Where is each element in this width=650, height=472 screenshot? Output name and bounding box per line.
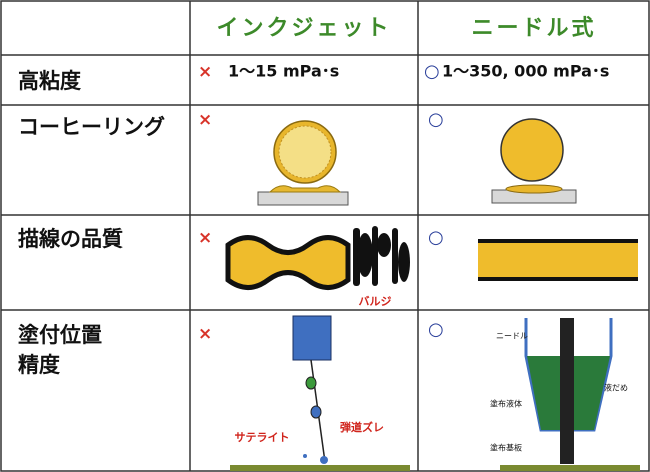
mark: × [198, 62, 212, 82]
mark: ○ [428, 319, 444, 340]
note: 塗布液体 [490, 399, 522, 409]
note: バルジ [359, 295, 392, 308]
mark: ○ [424, 61, 440, 82]
mark: × [198, 324, 212, 344]
position-needle: ニードル 塗布液体 液だめ 塗布基板 [490, 318, 640, 471]
column-header: ニードル式 [471, 16, 596, 41]
mark: × [198, 228, 212, 248]
note: 液だめ [604, 384, 628, 393]
line-inkjet: バルジ [225, 226, 410, 308]
note: サテライト [235, 431, 290, 444]
note: ニードル [496, 332, 528, 341]
row-label: 描線の品質 [18, 227, 123, 251]
row-label: 精度 [18, 353, 60, 377]
row-label: 高粘度 [18, 69, 81, 93]
row-label: 塗付位置 [18, 323, 102, 347]
mark: × [198, 110, 212, 130]
line-needle [478, 239, 638, 281]
row-label: コーヒーリング [18, 115, 165, 139]
value-text: 1〜15 mPa･s [228, 62, 339, 81]
note: 塗布基板 [490, 443, 522, 453]
coffee-ring-needle [491, 118, 577, 204]
value-text: 1〜350, 000 mPa･s [442, 62, 609, 81]
coffee-ring-inkjet [257, 120, 349, 206]
position-inkjet: サテライト 弾道ズレ [230, 315, 410, 471]
column-header: インクジェット [216, 16, 391, 41]
mark: ○ [428, 227, 444, 248]
mark: ○ [428, 109, 444, 130]
note: 弾道ズレ [340, 420, 384, 434]
